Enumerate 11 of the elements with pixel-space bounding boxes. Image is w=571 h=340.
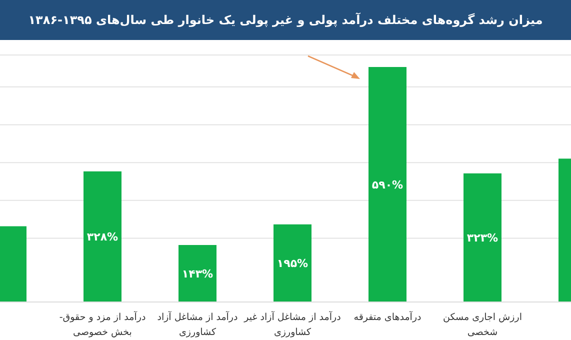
- data-label: ۱۴۳%: [182, 267, 214, 280]
- x-tick-label: درآمد از مشاغل آزاد کشاورزی: [157, 311, 238, 338]
- data-label: ۱۹۵%: [276, 257, 308, 270]
- data-label: ۳۲۳%: [466, 232, 498, 245]
- x-tick-label: درآمد از مزد و حقوق- بخش خصوصی: [59, 311, 146, 338]
- data-label: ۳۲۸%: [86, 230, 118, 244]
- x-tick-label: درآمد از مشاغل آزاد غیر کشاورزی: [243, 311, 341, 338]
- chart-title: میزان رشد گروه‌های مختلف درآمد پولی و غیر پولی یک خانوار طی سال‌های ۱۳۹۵-۱۳۸۶: [28, 13, 543, 27]
- x-tick-label: ارزش اجاری مسکن شخصی: [443, 312, 522, 338]
- x-tick-label: درآمدهای متفرقه: [354, 311, 422, 323]
- data-label: ۵۹۰%: [372, 178, 404, 192]
